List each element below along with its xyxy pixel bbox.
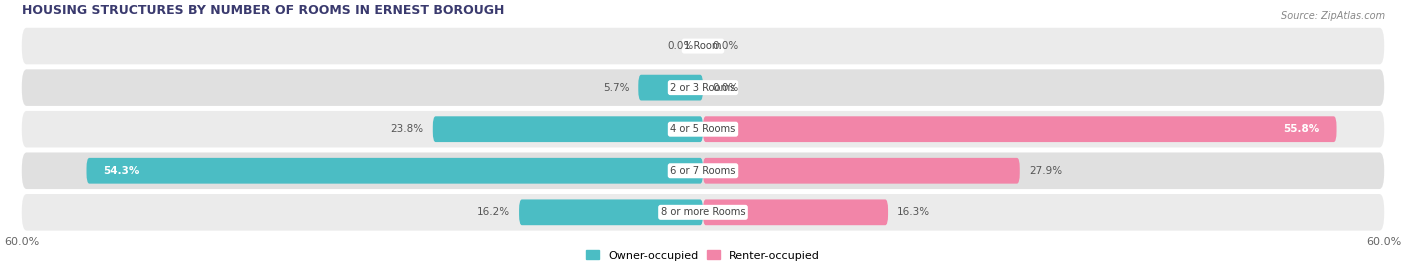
- FancyBboxPatch shape: [21, 28, 1385, 64]
- FancyBboxPatch shape: [703, 158, 1019, 184]
- Text: 0.0%: 0.0%: [711, 83, 738, 93]
- FancyBboxPatch shape: [21, 69, 1385, 106]
- Text: 54.3%: 54.3%: [104, 166, 141, 176]
- Text: 5.7%: 5.7%: [603, 83, 630, 93]
- Text: 16.3%: 16.3%: [897, 207, 931, 217]
- FancyBboxPatch shape: [21, 153, 1385, 189]
- Text: 0.0%: 0.0%: [711, 41, 738, 51]
- FancyBboxPatch shape: [21, 194, 1385, 231]
- Text: 1 Room: 1 Room: [685, 41, 721, 51]
- FancyBboxPatch shape: [433, 116, 703, 142]
- FancyBboxPatch shape: [703, 116, 1337, 142]
- Text: 55.8%: 55.8%: [1284, 124, 1319, 134]
- Text: 4 or 5 Rooms: 4 or 5 Rooms: [671, 124, 735, 134]
- Text: HOUSING STRUCTURES BY NUMBER OF ROOMS IN ERNEST BOROUGH: HOUSING STRUCTURES BY NUMBER OF ROOMS IN…: [21, 4, 505, 17]
- FancyBboxPatch shape: [519, 199, 703, 225]
- FancyBboxPatch shape: [638, 75, 703, 101]
- Text: 8 or more Rooms: 8 or more Rooms: [661, 207, 745, 217]
- FancyBboxPatch shape: [703, 199, 889, 225]
- Text: Source: ZipAtlas.com: Source: ZipAtlas.com: [1281, 11, 1385, 21]
- Text: 27.9%: 27.9%: [1029, 166, 1062, 176]
- Text: 2 or 3 Rooms: 2 or 3 Rooms: [671, 83, 735, 93]
- FancyBboxPatch shape: [21, 111, 1385, 147]
- Legend: Owner-occupied, Renter-occupied: Owner-occupied, Renter-occupied: [581, 246, 825, 265]
- Text: 23.8%: 23.8%: [391, 124, 423, 134]
- Text: 0.0%: 0.0%: [668, 41, 695, 51]
- Text: 6 or 7 Rooms: 6 or 7 Rooms: [671, 166, 735, 176]
- FancyBboxPatch shape: [87, 158, 703, 184]
- Text: 16.2%: 16.2%: [477, 207, 510, 217]
